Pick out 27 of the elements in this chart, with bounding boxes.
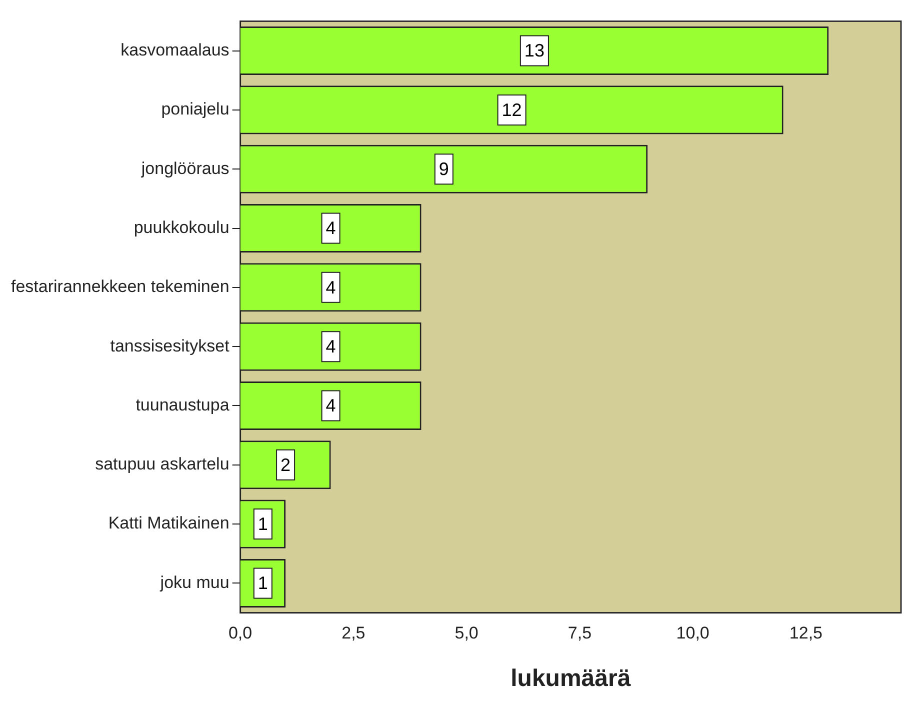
y-tick-label: satupuu askartelu [95, 454, 230, 474]
x-tick-label: 2,5 [342, 624, 366, 643]
y-tick-label: festarirannekkeen tekeminen [10, 277, 230, 296]
x-tick-label: 10,0 [676, 624, 710, 643]
y-tick-label: kasvomaalaus [120, 40, 230, 60]
y-tick-label: tanssisesitykset [110, 336, 230, 356]
data-label: 1 [258, 514, 268, 534]
x-tick-label: 7,5 [568, 624, 592, 643]
y-tick-label: poniajelu [161, 100, 230, 119]
x-tick-label: 5,0 [454, 624, 478, 643]
data-label: 4 [326, 277, 336, 298]
data-label: 4 [326, 218, 336, 238]
data-label: 12 [502, 100, 522, 120]
x-tick-label: 12,5 [789, 624, 823, 643]
y-tick-label: tuunaustupa [136, 395, 230, 414]
x-axis-title: lukumäärä [510, 665, 632, 692]
y-tick-label: joku muu [159, 572, 230, 592]
data-label: 4 [326, 336, 336, 357]
y-tick-label: puukkokoulu [134, 218, 230, 237]
data-label: 1 [258, 573, 268, 594]
data-label: 4 [326, 396, 336, 416]
y-tick-label: jonglööraus [140, 158, 230, 178]
data-label: 2 [280, 454, 291, 475]
x-tick-label: 0,0 [228, 624, 252, 643]
data-label: 9 [438, 159, 449, 180]
y-tick-label: Katti Matikainen [108, 514, 230, 533]
data-label: 13 [524, 40, 544, 61]
